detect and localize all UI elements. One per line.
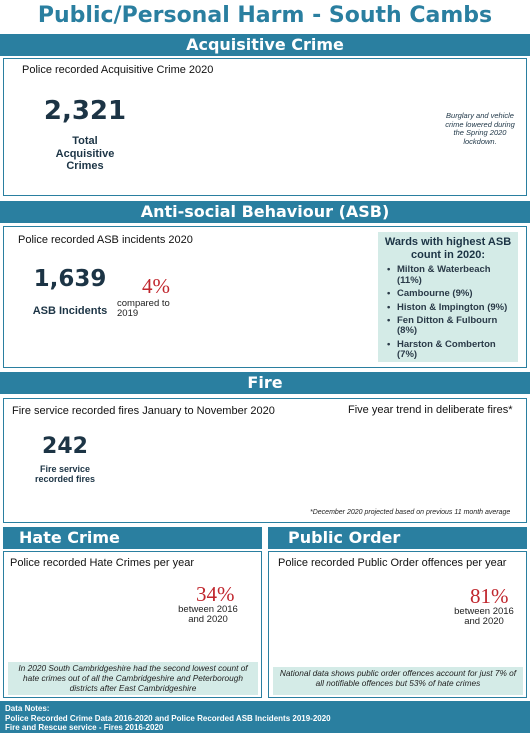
note: National data shows public order offence… — [273, 667, 523, 695]
kpi-value: 242 — [42, 434, 88, 459]
info-note: Burglary and vehicle crime lowered durin… — [445, 111, 515, 146]
chart-title: Five year trend in deliberate fires* — [348, 404, 513, 416]
change-label: between 2016 and 2020 — [178, 604, 238, 626]
note: In 2020 South Cambridgeshire had the sec… — [8, 662, 258, 695]
wards-title: Wards with highest ASB count in 2020: — [384, 236, 512, 261]
ward-item: Cambourne (9%) — [383, 288, 513, 300]
change-value: 34% — [196, 582, 235, 606]
section-band: Public Order — [268, 527, 527, 549]
change-value: 81% — [470, 584, 509, 608]
section-band: Hate Crime — [3, 527, 262, 549]
footer: Data Notes: Police Recorded Crime Data 2… — [0, 701, 530, 733]
ward-item: Harston & Comberton (7%) — [383, 339, 513, 361]
footer-line: Fire and Rescue service - Fires 2016-202… — [5, 723, 164, 733]
change-value: 4% — [142, 274, 170, 298]
panel — [3, 58, 527, 196]
kpi-value: 1,639 — [33, 266, 107, 292]
chart-title: Police recorded Hate Crimes per year — [10, 557, 195, 569]
change-label: compared to 2019 — [117, 298, 170, 320]
panel — [3, 398, 527, 523]
section-band: Anti-social Behaviour (ASB) — [0, 201, 530, 223]
kpi-label: ASB Incidents — [32, 305, 108, 317]
footer-title: Data Notes: — [5, 704, 50, 713]
chart-title: Police recorded ASB incidents 2020 — [18, 234, 193, 246]
change-label: between 2016 and 2020 — [454, 606, 514, 628]
page-title: Public/Personal Harm - South Cambs — [37, 3, 493, 28]
chart-title: Police recorded Acquisitive Crime 2020 — [22, 64, 214, 76]
chart-title: Police recorded Public Order offences pe… — [278, 557, 507, 569]
kpi-label: Total Acquisitive Crimes — [55, 135, 115, 173]
ward-item: Milton & Waterbeach (11%) — [383, 265, 513, 286]
kpi-value: 2,321 — [43, 96, 127, 126]
wards-box: Wards with highest ASB count in 2020: Mi… — [378, 232, 518, 362]
chart-title: Fire service recorded fires January to N… — [12, 405, 275, 417]
section-band: Fire — [0, 372, 530, 394]
kpi-label: Fire service recorded fires — [34, 464, 96, 485]
footnote: *December 2020 projected based on previo… — [310, 509, 511, 516]
footer-line: Police Recorded Crime Data 2016-2020 and… — [5, 713, 331, 723]
section-band: Acquisitive Crime — [0, 34, 530, 56]
ward-item: Histon & Impington (9%) — [383, 302, 513, 314]
ward-item: Fen Ditton & Fulbourn (8%) — [383, 315, 513, 337]
